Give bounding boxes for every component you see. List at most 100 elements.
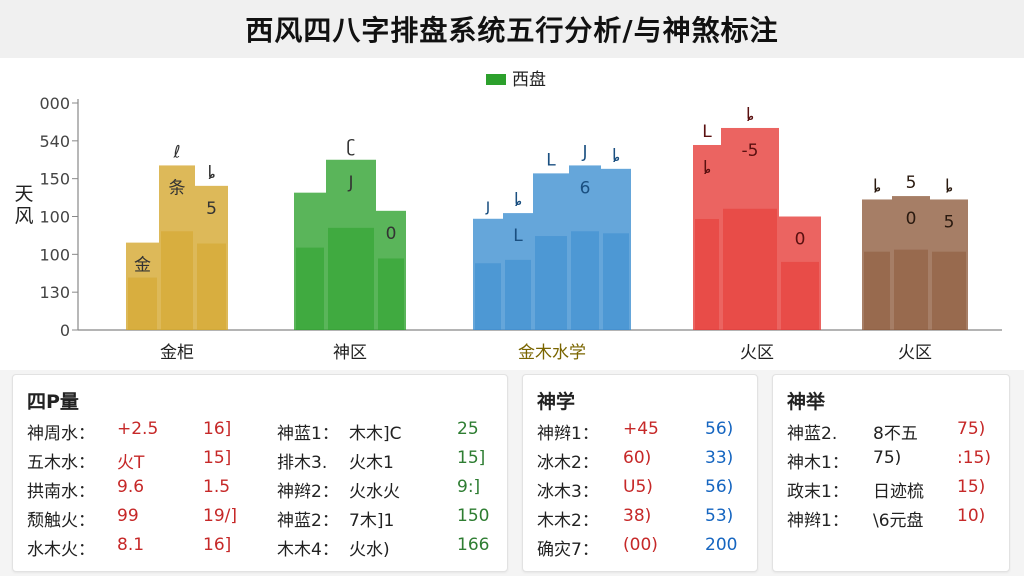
- category-label: 火区: [898, 343, 932, 363]
- panel-cell: 神辫1：: [537, 424, 599, 444]
- panel-row: 五木水： 火T 15] 排木3. 火木1 15]: [13, 448, 507, 473]
- panel-cell: 9.6: [117, 477, 145, 497]
- panel-cell: 56): [705, 477, 734, 497]
- y-axis-label: 天: [14, 183, 33, 205]
- bar-inner: [932, 251, 966, 330]
- bar-top-label: ȴ: [207, 163, 215, 183]
- panel-cell: 25: [457, 419, 479, 439]
- panel-row: 冰木3： U5) 56): [523, 477, 757, 502]
- panel-cell: 200: [705, 535, 738, 555]
- panel-cell: 政末1：: [787, 482, 849, 502]
- bar-inner: [864, 251, 890, 330]
- bar-top-label: ȴ: [514, 190, 522, 210]
- category-label: 金木水学: [518, 343, 586, 363]
- panel-cell: 16]: [203, 419, 232, 439]
- y-tick-label: 000: [39, 94, 70, 113]
- panel-cell: 150: [457, 506, 490, 526]
- panel-cell: 15): [957, 477, 986, 497]
- bar-mid-label: ȴ: [703, 158, 711, 178]
- bar-top-label: ȴ: [945, 176, 953, 196]
- panel-row: 冰木2： 60) 33): [523, 448, 757, 473]
- legend-label: 西盘: [512, 70, 546, 90]
- category-label: 神区: [333, 343, 367, 363]
- panel-row: 神辫1： +45 56): [523, 419, 757, 444]
- panel-cell: 7木]1: [349, 511, 395, 531]
- category-label: 金柜: [160, 343, 194, 363]
- panel-cell: 火水): [349, 540, 390, 560]
- panel-title: 神举: [787, 391, 826, 413]
- bar-mid-label: 5: [944, 212, 955, 232]
- panel-row: 神周水： +2.5 16] 神蓝1： 木木]C 25: [13, 419, 507, 444]
- panel-cell: 53): [705, 506, 734, 526]
- y-tick-label: 100: [39, 208, 70, 227]
- panel-cell: 火水火: [349, 482, 400, 502]
- chart-area: 西盘 000 540 150 100 100 130 0 天风金 ℓ 条 ȴ 5 金柜 ʗ J 0 神区 ȷ ȴ L L J…: [0, 58, 1024, 370]
- bar-mid-label: L: [513, 226, 523, 246]
- panel-cell: 1.5: [203, 477, 231, 497]
- panel-cell: 60): [623, 448, 652, 468]
- bar-inner: [505, 259, 531, 330]
- bar-mid-label: 6: [580, 178, 591, 198]
- panel-cell: +45: [623, 419, 659, 439]
- panel-cell: 166: [457, 535, 490, 555]
- bar-top-label: J: [581, 142, 587, 162]
- panel-cell: 56): [705, 419, 734, 439]
- panel-row: 颓触火： 99 19/] 神蓝2： 7木]1 150: [13, 506, 507, 531]
- panel-row: 确灾7： (00) 200: [523, 535, 757, 560]
- bar-mid-label: 0: [386, 224, 397, 244]
- panel-cell: \6元盘: [873, 511, 924, 531]
- bar-mid-label: 0: [906, 209, 917, 229]
- panel-cell: 冰木2：: [537, 453, 599, 473]
- bar-inner: [128, 277, 157, 330]
- y-tick-label: 100: [39, 245, 70, 264]
- panel-row: 木木2： 38) 53): [523, 506, 757, 531]
- bar-top-label: ȴ: [612, 146, 620, 166]
- panel-row: 神木1： 75):15): [773, 448, 1009, 473]
- panel-cell: 10): [957, 506, 986, 526]
- panel-cell: 神辫2：: [277, 482, 339, 502]
- y-tick-label: 0: [60, 321, 70, 340]
- bar-mid-label: 0: [795, 230, 806, 250]
- bar-top-label: L: [702, 122, 712, 142]
- panel-row: 神辫1： \6元盘 10): [773, 506, 1009, 531]
- legend-swatch: [486, 74, 506, 85]
- panel-cell: 木木]C: [349, 424, 402, 444]
- bar-inner: [603, 233, 629, 330]
- page-title: 西风四八字排盘系统五行分析/与神煞标注: [245, 14, 779, 47]
- panel-cell: 神蓝1：: [277, 424, 339, 444]
- panel-cell: 33): [705, 448, 734, 468]
- bar-top-label: ȷ: [485, 196, 491, 216]
- bar-mid-label: J: [347, 173, 353, 193]
- bar-inner: [535, 236, 567, 330]
- panel-cell: 火木1: [349, 453, 394, 473]
- panel-cell: 8不五: [873, 424, 918, 444]
- panel-cell: U5): [623, 477, 653, 497]
- y-tick-label: 540: [39, 132, 70, 151]
- panel-cell: 神周水：: [27, 424, 95, 444]
- bar-inner: [571, 231, 599, 330]
- panel-cell: 神蓝2：: [277, 511, 339, 531]
- panel-shenxue: 神学 神辫1： +45 56) 冰木2： 60) 33) 冰木3： U5) 56) 木木2： 38)…: [522, 374, 758, 572]
- panel-title: 四P量: [27, 391, 79, 413]
- panel-cell: 排木3.: [277, 453, 328, 473]
- bar-inner: [723, 208, 777, 330]
- panel-cell: 16]: [203, 535, 232, 555]
- panel-cell: 木木4：: [277, 540, 339, 560]
- panel-cell: 19/]: [203, 506, 237, 526]
- bar-mid-label: 金: [134, 256, 151, 276]
- panel-cell: 9:]: [457, 477, 481, 497]
- panel-cell: 75): [873, 448, 902, 468]
- panel-cell: 确灾7：: [537, 540, 599, 560]
- y-axis-label: 风: [14, 205, 33, 227]
- bar-mid-label: -5: [742, 141, 759, 161]
- panel-cell: 75): [957, 419, 986, 439]
- bar-top-label: 5: [906, 173, 917, 193]
- panel-cell: 水木火：: [27, 540, 95, 560]
- panel-row: 政末1： 日迹梳 15): [773, 477, 1009, 502]
- bar-top-label: ȴ: [873, 176, 881, 196]
- panel-cell: +2.5: [117, 419, 159, 439]
- panel-cell: 颓触火：: [27, 511, 95, 531]
- panel-cell: 神木1：: [787, 453, 849, 473]
- panel-cell: 拱南水：: [27, 482, 95, 502]
